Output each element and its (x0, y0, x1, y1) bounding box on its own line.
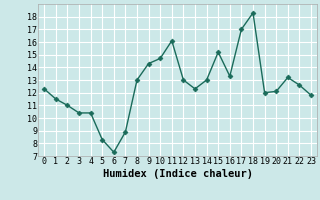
X-axis label: Humidex (Indice chaleur): Humidex (Indice chaleur) (103, 169, 252, 179)
